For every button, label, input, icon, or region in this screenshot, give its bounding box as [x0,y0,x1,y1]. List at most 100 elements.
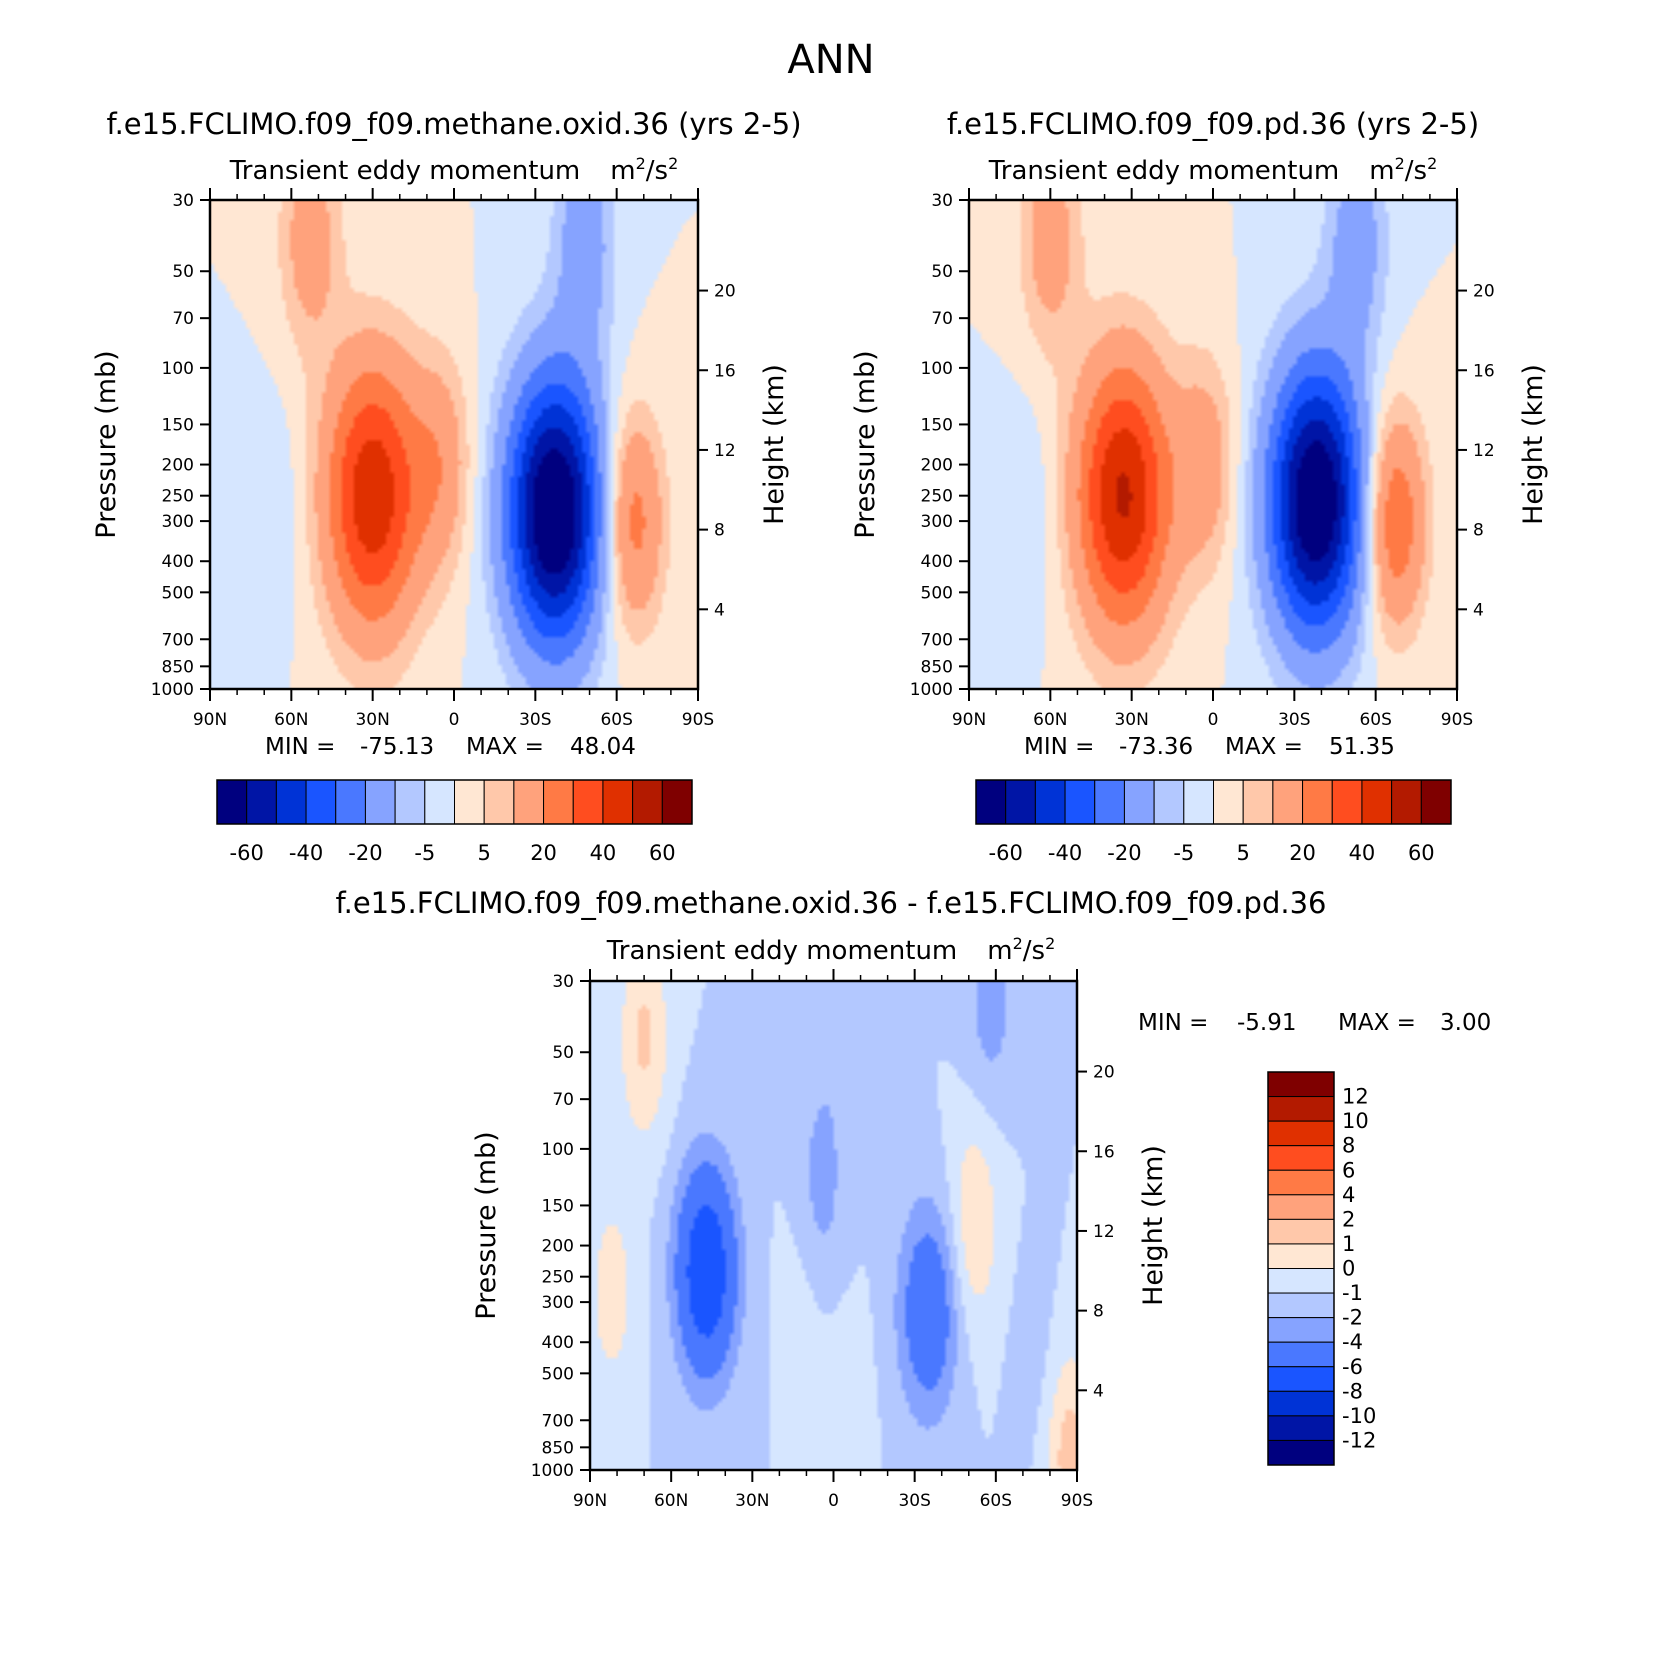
height-tick-label: 16 [714,361,736,381]
colorbar-label: -20 [1107,841,1141,865]
pressure-tick-label: 700 [542,1411,574,1431]
colorbar-box [1267,1145,1335,1171]
colorbar-box [1094,779,1125,825]
pressure-tick-label: 850 [162,657,194,677]
lat-tick-label: 30S [1278,710,1310,730]
height-tick-label: 20 [1093,1063,1115,1083]
colorbar-label: 10 [1342,1109,1369,1133]
pressure-tick-label: 150 [542,1196,574,1216]
colorbar-label: -20 [348,841,382,865]
max-value: 3.00 [1440,1010,1491,1036]
pressure-tick-label: 100 [921,359,953,379]
lat-tick-label: 90N [573,1491,607,1511]
pressure-tick-label: 200 [162,456,194,476]
height-tick-label: 8 [714,521,725,541]
units-exp-1: 2 [1013,934,1023,953]
colorbar-box [975,779,1007,825]
panel-title: f.e15.FCLIMO.f09_f09.methane.oxid.36 - f… [336,886,1327,920]
lat-tick-label: 90N [952,710,986,730]
colorbar-box [1267,1096,1335,1122]
panel-subtitle: Transient eddy momentum m2/s2 [606,934,1056,966]
colorbar-box [216,779,248,825]
pressure-tick-label: 500 [162,583,194,603]
colorbar-box [1267,1243,1335,1269]
pressure-tick-label: 100 [162,359,194,379]
pressure-tick-label: 150 [921,415,953,435]
lat-tick-label: 30N [1114,710,1148,730]
colorbar-box [305,779,337,825]
figure-title: ANN [787,37,874,83]
lat-tick-label: 90S [682,710,714,730]
height-tick-label: 4 [714,600,725,620]
colorbar-label: 8 [1342,1134,1355,1158]
max-label: MAX = [1225,734,1303,760]
min-value: -73.36 [1119,734,1193,760]
pressure-tick-label: 70 [172,309,194,329]
units-exp-1: 2 [1395,154,1405,173]
colorbar-box [1267,1317,1335,1343]
pressure-tick-label: 400 [921,552,953,572]
colorbar-frame [216,779,693,825]
pressure-tick-label: 400 [162,552,194,572]
height-tick-label: 16 [1093,1142,1115,1162]
colorbar-box [1034,779,1066,825]
height-tick-label: 20 [1473,282,1495,302]
panel-subtitle: Transient eddy momentum m2/s2 [229,154,679,186]
panel-difference: f.e15.FCLIMO.f09_f09.methane.oxid.36 - f… [336,886,1492,1511]
colorbar-label: 5 [1237,841,1250,865]
pressure-tick-label: 1000 [531,1461,574,1481]
colorbar-box [1302,779,1333,825]
units-exp-2: 2 [1045,934,1055,953]
height-tick-label: 16 [1473,361,1495,381]
colorbar-box [1242,779,1274,825]
colorbar-box [1123,779,1155,825]
y-axis-label-right: Height (km) [1518,364,1549,525]
colorbar-label: -40 [1048,841,1082,865]
pressure-tick-label: 50 [931,262,953,282]
lat-tick-label: 90S [1441,710,1473,730]
lat-tick-label: 60S [600,710,632,730]
lat-tick-label: 30S [898,1491,930,1511]
units-exp-1: 2 [636,154,646,173]
pressure-tick-label: 50 [172,262,194,282]
pressure-tick-label: 30 [931,191,953,211]
pressure-tick-label: 200 [542,1237,574,1257]
units-exp-2: 2 [1427,154,1437,173]
lat-tick-label: 0 [828,1491,839,1511]
colorbar-label: -60 [230,841,264,865]
colorbar-box [1267,1415,1335,1441]
height-tick-label: 8 [1473,521,1484,541]
panel-pd: f.e15.FCLIMO.f09_f09.pd.36 (yrs 2-5) Tran… [850,107,1549,865]
colorbar-label: -5 [414,841,435,865]
colorbar-label: -8 [1342,1379,1363,1403]
y-axis-label: Pressure (mb) [91,350,122,538]
colorbar-box [543,779,574,825]
colorbar-box [1267,1366,1335,1392]
colorbar-label: -5 [1173,841,1194,865]
lat-tick-label: 60N [274,710,308,730]
pressure-tick-label: 100 [542,1140,574,1160]
min-value: -75.13 [360,734,434,760]
colorbar-box [632,779,663,825]
height-tick-label: 12 [1473,441,1495,461]
colorbar-box [572,779,604,825]
colorbar-label: 5 [478,841,491,865]
units-base: m [987,936,1012,966]
colorbar-box [424,779,455,825]
colorbar-label: -40 [289,841,323,865]
contour-field [969,200,1457,689]
y-axis-label: Pressure (mb) [471,1131,502,1319]
panel-title: f.e15.FCLIMO.f09_f09.methane.oxid.36 (yr… [106,107,801,141]
colorbar-label: 2 [1342,1207,1355,1231]
colorbar-box [275,779,307,825]
colorbar-box [1267,1292,1335,1319]
y-axis-label-right: Height (km) [759,364,790,525]
panel-methane-oxid: f.e15.FCLIMO.f09_f09.methane.oxid.36 (yr… [91,107,802,865]
pressure-tick-label: 400 [542,1333,574,1353]
pressure-tick-label: 250 [542,1268,574,1288]
colorbar-label: 0 [1342,1257,1355,1281]
contour-field [210,200,698,689]
lat-tick-label: 60N [1033,710,1067,730]
pressure-tick-label: 500 [921,583,953,603]
lat-tick-label: 60S [1359,710,1391,730]
